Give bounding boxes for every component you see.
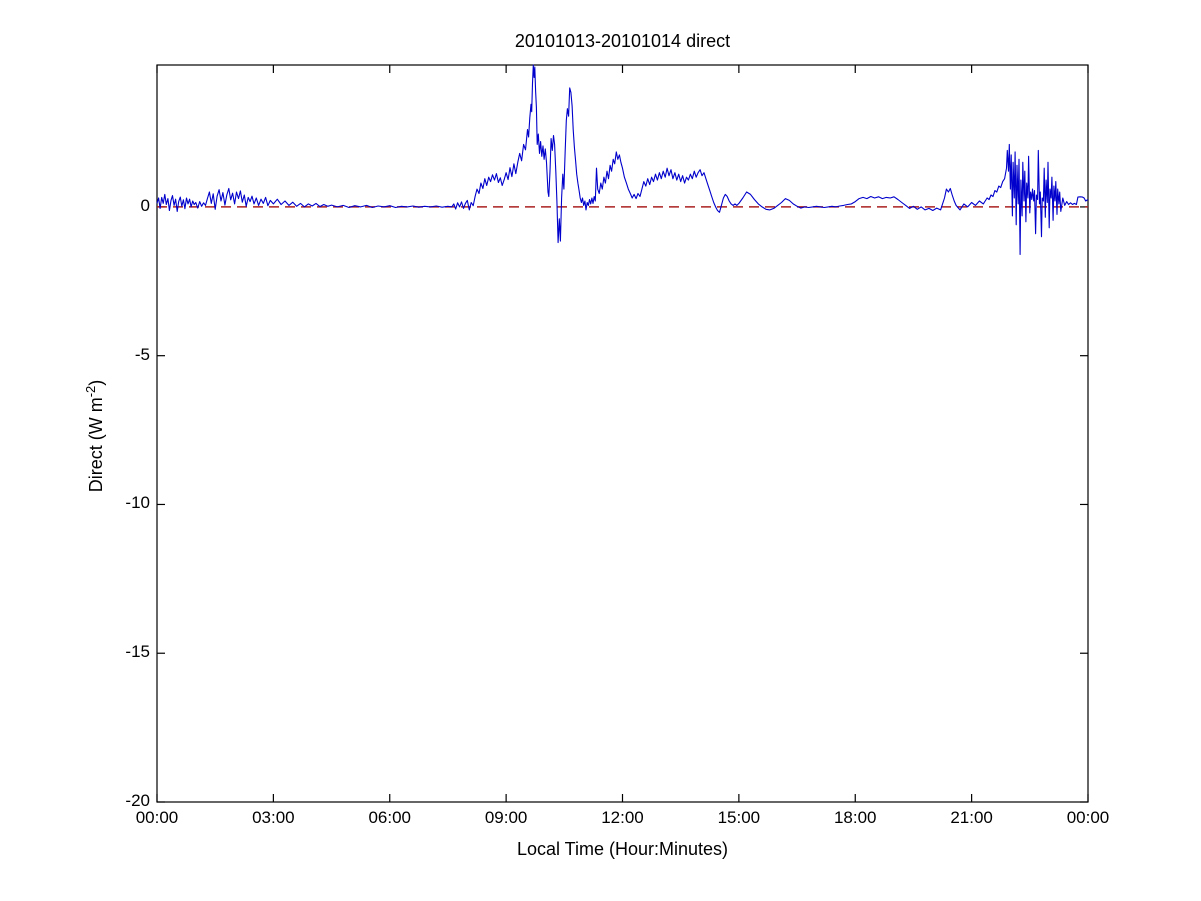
y-tick-label: -20	[125, 791, 150, 810]
x-tick-label: 09:00	[484, 808, 528, 827]
x-tick-label: 06:00	[368, 808, 412, 827]
x-tick-label: 15:00	[717, 808, 761, 827]
y-axis-label-close: )	[86, 379, 106, 386]
y-tick-label: -5	[134, 344, 150, 364]
y-tick-label: -10	[125, 493, 150, 513]
plot-border	[156, 64, 1089, 803]
y-axis-label-exponent: -2	[83, 385, 98, 398]
y-tick-label: 0	[140, 195, 150, 215]
x-tick-label: 00:00	[1066, 808, 1110, 827]
direct-series-line	[156, 64, 1089, 256]
x-tick-label: 12:00	[601, 808, 644, 827]
x-tick-label: 03:00	[252, 808, 295, 827]
x-tick-label: 18:00	[833, 808, 877, 827]
x-tick-label: 00:00	[135, 808, 179, 827]
y-tick-label: -15	[125, 642, 150, 662]
x-axis-label: Local Time (Hour:Minutes)	[516, 839, 729, 859]
y-axis-label-main: Direct (W m	[86, 397, 106, 493]
chart-title: 20101013-20101014 direct	[514, 31, 731, 51]
x-tick-label: 21:00	[950, 808, 993, 827]
